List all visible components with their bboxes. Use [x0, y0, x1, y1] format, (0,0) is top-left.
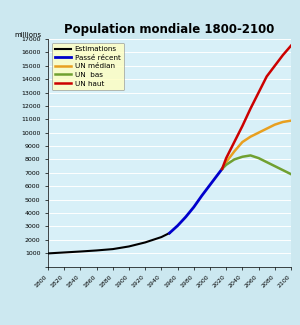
Estimations	[111, 247, 115, 251]
Passé récent	[216, 172, 220, 176]
UN médian	[257, 131, 260, 135]
Estimations	[95, 249, 98, 253]
Estimations	[127, 244, 131, 248]
UN haut	[220, 167, 224, 171]
Line: UN médian: UN médian	[222, 121, 291, 169]
UN médian	[241, 140, 244, 144]
Estimations	[46, 252, 50, 255]
Passé récent	[192, 205, 196, 209]
Passé récent	[176, 224, 179, 228]
Passé récent	[200, 194, 204, 198]
UN  bas	[232, 158, 236, 162]
Line: UN  bas: UN bas	[222, 155, 291, 174]
UN médian	[265, 127, 268, 131]
Legend: Estimations, Passé récent, UN médian, UN  bas, UN haut: Estimations, Passé récent, UN médian, UN…	[52, 43, 124, 90]
UN médian	[220, 167, 224, 171]
UN médian	[273, 123, 277, 127]
UN  bas	[281, 168, 285, 172]
UN médian	[232, 150, 236, 153]
Estimations	[79, 250, 82, 254]
Passé récent	[184, 215, 188, 219]
UN médian	[224, 160, 228, 164]
UN haut	[265, 74, 268, 78]
UN  bas	[249, 153, 252, 157]
Line: UN haut: UN haut	[222, 46, 291, 169]
UN haut	[232, 140, 236, 144]
UN haut	[249, 107, 252, 111]
Passé récent	[208, 183, 212, 187]
UN  bas	[265, 160, 268, 164]
Estimations	[168, 231, 171, 235]
Passé récent	[220, 167, 224, 171]
UN haut	[289, 44, 293, 48]
Text: millions: millions	[14, 32, 41, 38]
UN haut	[281, 53, 285, 57]
UN haut	[257, 91, 260, 95]
UN haut	[224, 156, 228, 160]
UN  bas	[220, 167, 224, 171]
UN haut	[241, 124, 244, 128]
Title: Population mondiale 1800-2100: Population mondiale 1800-2100	[64, 23, 275, 36]
Estimations	[143, 240, 147, 244]
UN haut	[273, 64, 277, 68]
UN médian	[281, 120, 285, 124]
UN médian	[249, 135, 252, 139]
UN médian	[289, 119, 293, 123]
Estimations	[160, 235, 163, 239]
UN  bas	[241, 155, 244, 159]
Line: Estimations: Estimations	[48, 233, 169, 254]
UN  bas	[224, 163, 228, 167]
UN  bas	[273, 164, 277, 168]
Estimations	[62, 251, 66, 254]
UN  bas	[289, 172, 293, 176]
UN  bas	[257, 156, 260, 160]
Passé récent	[168, 231, 171, 235]
Line: Passé récent: Passé récent	[169, 169, 222, 233]
